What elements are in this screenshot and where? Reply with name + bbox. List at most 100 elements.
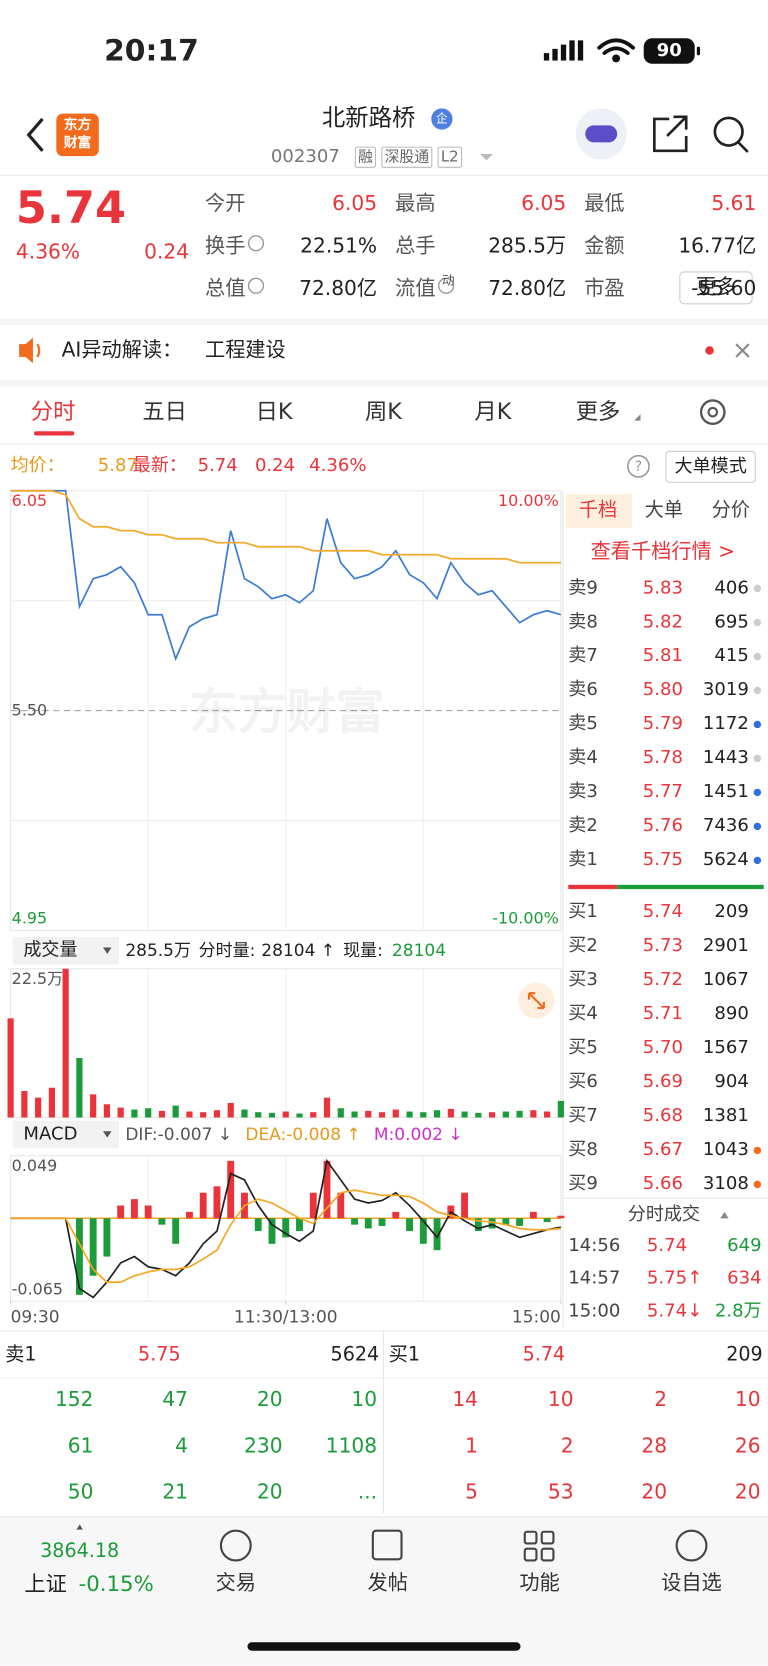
book-dot [753, 788, 762, 797]
post-icon[interactable] [371, 1529, 403, 1561]
help-icon-text[interactable]: ? [634, 459, 643, 476]
macd-selector[interactable] [12, 1120, 119, 1149]
back-icon[interactable] [26, 117, 44, 152]
macd-bar [144, 1205, 152, 1219]
help-icon[interactable] [626, 454, 650, 478]
y-tick-label: 6.05 [11, 491, 48, 511]
book-dot [753, 1146, 762, 1155]
macd-bar [309, 1192, 317, 1219]
depth-link[interactable]: 查看千档行情 > [590, 540, 736, 564]
nav-item[interactable]: 设自选 [661, 1571, 722, 1595]
change-percent: 4.36% [309, 455, 367, 477]
depth-order: ... [357, 1480, 378, 1504]
trade-price: 5.74 [646, 1234, 688, 1257]
book-level: 买8 [568, 1139, 598, 1161]
more-button[interactable] [679, 271, 753, 305]
search-icon-handle [737, 141, 749, 153]
book-level: 买5 [568, 1037, 598, 1059]
chart-tab[interactable]: 五日 [142, 398, 187, 425]
volume-bar [7, 1018, 14, 1118]
depth-order: 1 [465, 1434, 479, 1458]
book-price: 5.73 [642, 935, 684, 957]
x-tick-label: 11:30/13:00 [233, 1306, 338, 1327]
depth-order: 4 [175, 1434, 189, 1458]
side-tab[interactable]: 千档 [578, 499, 618, 522]
volume-bar [213, 1110, 221, 1118]
close-icon[interactable] [735, 343, 750, 358]
nav-item[interactable]: 发帖 [367, 1571, 408, 1595]
x-tick-label: 09:30 [10, 1306, 60, 1327]
book-price: 5.70 [642, 1037, 684, 1059]
volume-bar [200, 1112, 207, 1118]
book-volume: 209 [714, 901, 749, 923]
speaker-icon [19, 337, 33, 364]
depth-order: 61 [67, 1434, 94, 1458]
more-button-label[interactable]: 更多 [695, 275, 737, 300]
volume-bar [378, 1112, 386, 1118]
chart-tab[interactable]: 分时 [30, 398, 76, 425]
dropdown-icon[interactable] [480, 154, 493, 161]
depth-price: 5.74 [522, 1343, 566, 1367]
macd-bar [227, 1160, 235, 1219]
pe-superscript: 动 [441, 272, 455, 288]
trade-volume: 649 [727, 1234, 762, 1257]
nav-item[interactable]: 交易 [215, 1571, 257, 1595]
m-value: M:0.002 ↓ [373, 1123, 463, 1145]
volume-bar [516, 1110, 523, 1118]
indicator-name[interactable]: 成交量 [23, 939, 78, 961]
book-dot [753, 754, 762, 763]
macd-bar [392, 1211, 400, 1219]
macd-bar [488, 1218, 496, 1229]
book-level: 买3 [568, 969, 598, 991]
depth-volume: 5624 [330, 1343, 380, 1367]
volume-bar [62, 968, 69, 1118]
volume-bar [90, 1094, 97, 1118]
macd-bar [323, 1160, 331, 1219]
book-volume: 415 [714, 645, 749, 667]
macd-bar [406, 1218, 413, 1232]
change-percent: 4.36% [15, 240, 81, 264]
watchlist-icon[interactable] [675, 1529, 708, 1562]
volume-bar [544, 1111, 551, 1118]
search-icon[interactable] [713, 116, 744, 147]
field-value: 16.77亿 [678, 234, 757, 258]
book-level: 卖4 [568, 747, 598, 769]
now-volume: 28104 [391, 940, 447, 961]
macd-bar [172, 1218, 180, 1244]
ai-topic[interactable]: 工程建设 [205, 338, 286, 362]
field-value: 72.80亿 [488, 276, 567, 301]
function-icon[interactable] [523, 1530, 555, 1562]
chart-tab[interactable]: 月K [474, 398, 512, 425]
info-icon [438, 277, 455, 294]
mode-button-label[interactable]: 大单模式 [674, 456, 747, 478]
macd-bar [516, 1218, 524, 1226]
book-volume: 3108 [702, 1173, 749, 1195]
last-label: 最新： [132, 455, 187, 477]
side-tab[interactable]: 大单 [644, 499, 684, 522]
chart-tab[interactable]: 更多 [575, 398, 621, 425]
mode-button[interactable] [665, 450, 756, 483]
volume-bar [255, 1112, 262, 1118]
index-change: -0.15% [78, 1571, 154, 1597]
trade-icon[interactable] [219, 1529, 252, 1562]
volume-bar [475, 1112, 482, 1118]
info-icon [247, 235, 265, 252]
macd-bar [213, 1186, 221, 1219]
logo[interactable] [56, 113, 99, 157]
book-price: 5.83 [642, 577, 684, 599]
wifi-icon [597, 38, 635, 63]
settings-icon[interactable] [699, 399, 726, 426]
indicator-name[interactable]: MACD [23, 1123, 78, 1145]
book-price: 5.80 [642, 679, 684, 701]
side-tab[interactable]: 分价 [711, 499, 750, 522]
share-icon[interactable] [653, 115, 688, 153]
trade-price: 5.74↓ [646, 1300, 703, 1322]
chart-tab[interactable]: 日K [255, 398, 293, 425]
chart-tab[interactable]: 周K [364, 398, 402, 425]
nav-item[interactable]: 功能 [519, 1571, 560, 1595]
field-label: 总手 [395, 234, 436, 258]
x-tick-label: 15:00 [511, 1306, 561, 1327]
trades-title[interactable]: 分时成交 [627, 1204, 701, 1226]
index-value[interactable]: 3864.18 [40, 1540, 120, 1563]
volume-selector[interactable] [12, 936, 119, 965]
